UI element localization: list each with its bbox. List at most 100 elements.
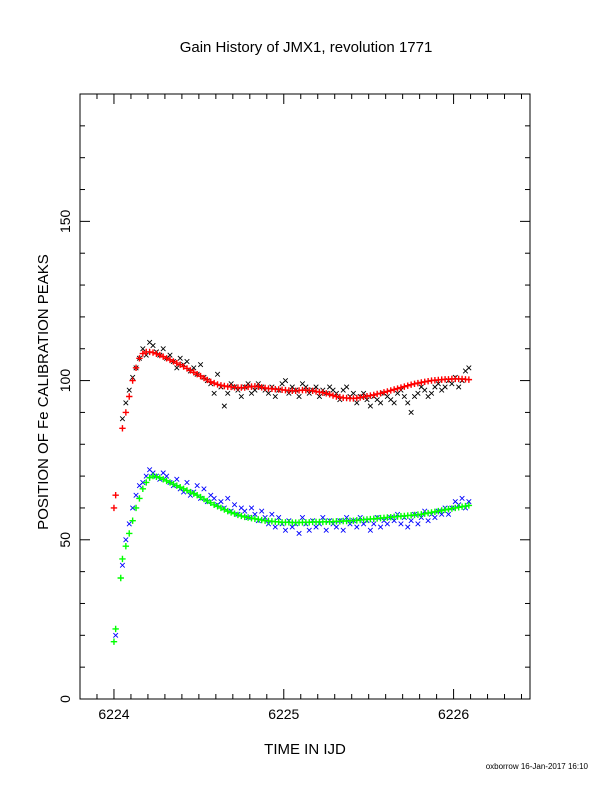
data-point (204, 497, 211, 505)
data-point (123, 400, 129, 406)
data-point (343, 514, 350, 521)
data-point (238, 393, 244, 400)
data-point (415, 390, 421, 396)
y-tick-label: 0 (57, 695, 73, 703)
data-point (136, 355, 143, 362)
y-tick-label: 50 (57, 532, 73, 548)
data-point (184, 479, 190, 486)
data-point (143, 479, 150, 486)
data-point (456, 384, 462, 390)
footer-stamp: oxborrow 16-Jan-2017 16:10 (486, 762, 589, 771)
data-point (197, 493, 204, 501)
data-point (221, 403, 227, 409)
data-point (214, 371, 221, 377)
data-point (296, 530, 302, 537)
data-point (390, 386, 398, 393)
y-tick-label: 100 (57, 369, 73, 393)
data-point (122, 542, 130, 550)
data-point (210, 379, 218, 387)
data-point (360, 390, 367, 396)
data-point (170, 480, 177, 488)
plot-frame (79, 93, 531, 700)
data-point (377, 400, 384, 406)
data-point (200, 495, 208, 503)
data-point (465, 376, 473, 383)
data-point (269, 511, 275, 517)
data-point (119, 425, 126, 432)
data-point (113, 632, 119, 638)
data-point (163, 473, 170, 479)
data-point (404, 382, 411, 389)
data-point (166, 479, 174, 486)
data-point (282, 527, 289, 533)
data-point (132, 364, 140, 372)
data-point (217, 504, 225, 512)
data-point (204, 376, 211, 384)
data-point (140, 479, 146, 486)
data-point (407, 381, 415, 388)
data-point (224, 507, 231, 515)
data-point (129, 517, 136, 524)
data-point (183, 365, 191, 372)
data-point (160, 476, 167, 483)
data-point (225, 390, 231, 396)
data-point (126, 530, 133, 537)
data-point (207, 378, 214, 386)
data-point (122, 409, 130, 416)
data-point (323, 527, 329, 533)
data-point (329, 392, 337, 399)
data-point (176, 361, 184, 368)
data-point (364, 397, 370, 403)
data-point (234, 511, 242, 519)
data-point (391, 400, 397, 406)
y-axis-label: POSITION OF Fe CALIBRATION PEAKS (35, 254, 52, 530)
data-point (449, 381, 455, 387)
data-point (435, 381, 441, 387)
data-point (112, 492, 119, 499)
series-2 (113, 467, 472, 638)
data-point (130, 505, 136, 511)
data-point (193, 492, 201, 499)
data-point (252, 387, 258, 393)
data-point (384, 388, 391, 395)
data-point (276, 514, 282, 521)
data-point (110, 638, 118, 645)
data-point (187, 367, 194, 374)
data-point (180, 485, 187, 493)
data-point (401, 393, 407, 400)
data-point (211, 495, 217, 502)
data-point (370, 391, 377, 399)
data-point (153, 350, 160, 358)
data-point (320, 514, 326, 521)
data-point (380, 389, 388, 396)
data-point (133, 492, 139, 498)
data-point (136, 495, 143, 502)
data-point (299, 514, 306, 521)
data-point (221, 506, 228, 513)
data-point (214, 381, 221, 388)
data-point (442, 384, 448, 390)
data-point (180, 363, 187, 370)
data-point (227, 509, 235, 516)
data-point (140, 346, 146, 352)
data-point (197, 362, 204, 368)
data-point (214, 503, 221, 510)
data-point (191, 365, 197, 371)
data-point (174, 365, 180, 371)
data-point (129, 377, 136, 384)
data-point (119, 562, 126, 568)
data-point (166, 356, 174, 364)
data-point (391, 518, 397, 524)
data-point (126, 387, 132, 393)
data-point (119, 416, 126, 422)
data-point (194, 483, 200, 489)
data-point (126, 521, 132, 527)
data-point (350, 390, 357, 396)
data-point (384, 521, 390, 527)
data-point (177, 355, 183, 361)
data-point (405, 524, 411, 530)
x-tick-label: 6226 (438, 706, 469, 722)
data-point (367, 403, 373, 409)
data-point (282, 377, 289, 384)
data-point (190, 369, 197, 376)
